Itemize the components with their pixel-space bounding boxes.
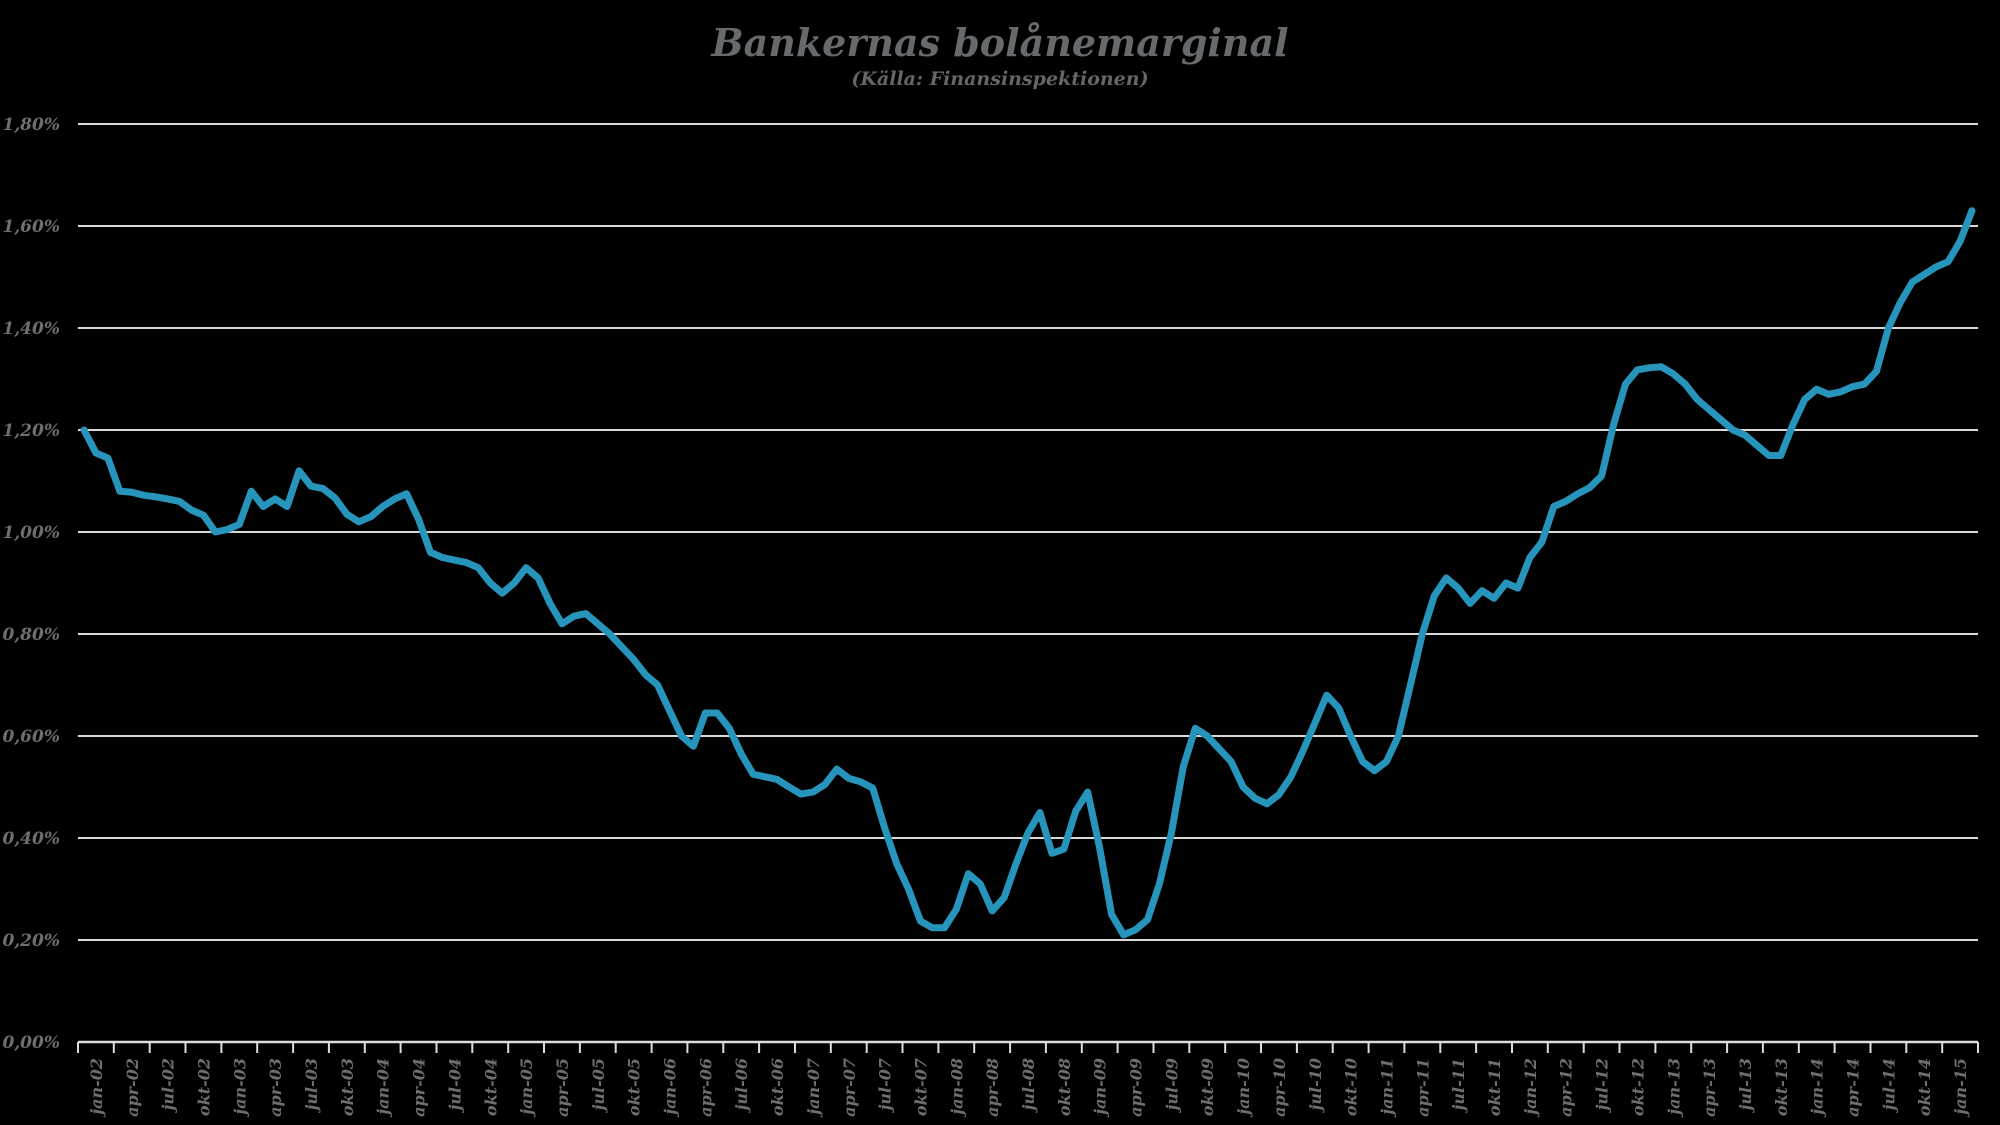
- y-axis-label: 0,60%: [2, 727, 60, 747]
- x-axis-label: jul-02: [159, 1058, 178, 1113]
- x-axis-label: okt-12: [1628, 1058, 1647, 1116]
- x-axis-label: apr-10: [1270, 1058, 1289, 1117]
- y-axis-label: 1,40%: [2, 319, 60, 339]
- y-axis-label: 1,80%: [2, 115, 60, 135]
- x-axis-label: okt-09: [1198, 1058, 1217, 1116]
- x-axis-label: jan-13: [1664, 1058, 1683, 1118]
- x-axis-label: okt-04: [481, 1058, 500, 1116]
- x-axis-label: apr-03: [266, 1058, 285, 1117]
- x-axis-label: jul-11: [1449, 1058, 1468, 1113]
- x-axis-label: jul-04: [445, 1058, 464, 1113]
- x-axis-label: apr-13: [1700, 1058, 1719, 1117]
- x-axis-label: okt-05: [625, 1058, 644, 1116]
- x-axis-label: jan-08: [947, 1058, 966, 1118]
- x-axis-label: jan-15: [1951, 1058, 1970, 1118]
- x-axis-label: apr-04: [410, 1058, 429, 1117]
- data-line: [80, 207, 1976, 939]
- x-axis-label: okt-10: [1342, 1058, 1361, 1116]
- x-axis-label: apr-02: [123, 1058, 142, 1117]
- x-axis-label: okt-11: [1485, 1058, 1504, 1116]
- chart-subtitle: (Källa: Finansinspektionen): [851, 68, 1149, 90]
- x-axis-label: jul-05: [589, 1058, 608, 1113]
- x-axis-label: okt-02: [195, 1058, 214, 1116]
- x-axis-label: okt-14: [1915, 1058, 1934, 1116]
- x-axis-label: jul-08: [1019, 1058, 1038, 1113]
- x-axis-label: okt-06: [768, 1058, 787, 1116]
- y-axis-label: 0,40%: [2, 829, 60, 849]
- x-axis-label: jan-05: [517, 1058, 536, 1118]
- x-axis-label: apr-06: [696, 1058, 715, 1117]
- x-axis-label: jul-10: [1306, 1058, 1325, 1113]
- x-axis-label: apr-12: [1557, 1058, 1576, 1117]
- x-axis-label: apr-08: [983, 1058, 1002, 1117]
- x-axis-label: apr-09: [1127, 1058, 1146, 1117]
- x-axis-label: jan-06: [661, 1058, 680, 1118]
- chart-title: Bankernas bolånemarginal: [711, 20, 1289, 65]
- y-axis-label: 0,00%: [2, 1033, 60, 1053]
- y-axis-label: 1,20%: [2, 421, 60, 441]
- y-axis-label: 0,80%: [2, 625, 60, 645]
- y-axis-label: 0,20%: [2, 931, 60, 951]
- x-axis-label: apr-05: [553, 1058, 572, 1117]
- x-axis-label: jul-14: [1879, 1058, 1898, 1113]
- x-axis-label: okt-13: [1772, 1058, 1791, 1116]
- x-axis-label: jul-03: [302, 1058, 321, 1113]
- x-axis-label: jan-10: [1234, 1058, 1253, 1118]
- x-axis-label: jul-07: [876, 1058, 895, 1113]
- x-axis-label: okt-07: [912, 1058, 931, 1116]
- x-axis-label: apr-14: [1844, 1058, 1863, 1117]
- x-axis-label: jan-11: [1378, 1058, 1397, 1118]
- x-axis-label: apr-07: [840, 1058, 859, 1117]
- x-axis-label: jul-09: [1162, 1058, 1181, 1113]
- x-axis-label: jan-09: [1091, 1058, 1110, 1118]
- x-axis-label: jul-06: [732, 1058, 751, 1113]
- x-axis-label: jan-03: [230, 1058, 249, 1118]
- x-axis-label: okt-08: [1055, 1058, 1074, 1116]
- y-axis-label: 1,00%: [2, 523, 60, 543]
- x-axis-label: jan-02: [87, 1058, 106, 1118]
- x-axis-label: okt-03: [338, 1058, 357, 1116]
- x-axis-label: jul-12: [1593, 1058, 1612, 1113]
- x-axis-label: jan-14: [1808, 1058, 1827, 1118]
- x-axis-label: jan-07: [804, 1058, 823, 1118]
- x-axis-label: jan-04: [374, 1058, 393, 1118]
- x-axis-label: jan-12: [1521, 1058, 1540, 1118]
- x-axis-label: apr-11: [1413, 1058, 1432, 1117]
- y-axis-label: 1,60%: [2, 217, 60, 237]
- x-axis-label: jul-13: [1736, 1058, 1755, 1113]
